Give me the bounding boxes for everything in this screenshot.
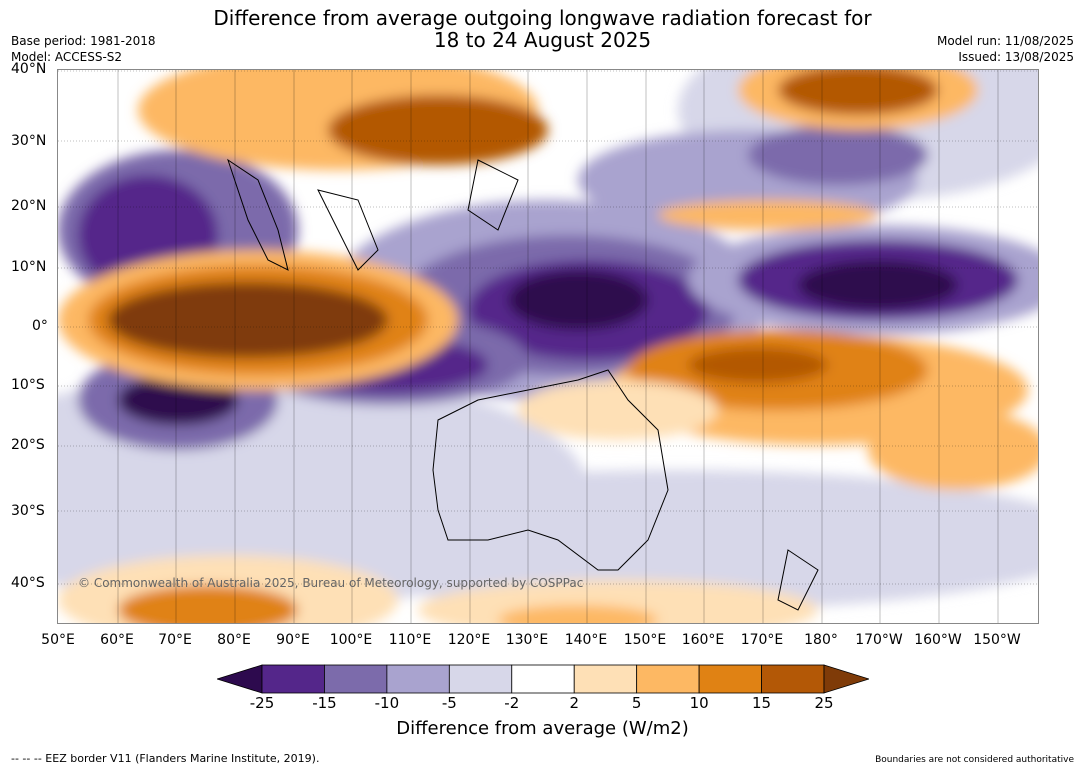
colorbar-bin xyxy=(386,664,450,694)
chart-title-line2: 18 to 24 August 2025 xyxy=(433,28,652,52)
indochina-outline xyxy=(317,189,379,271)
colorbar-tick-label: 15 xyxy=(752,694,772,712)
olr-anomaly-map: © Commonwealth of Australia 2025, Bureau… xyxy=(57,69,1039,624)
lon-label: 160°W xyxy=(914,632,962,648)
colorbar-bin xyxy=(261,664,325,694)
lon-label: 150°W xyxy=(973,632,1021,648)
lon-label: 170°E xyxy=(740,632,784,648)
lon-label: 140°E xyxy=(564,632,608,648)
lon-label: 180° xyxy=(804,632,838,648)
anomaly-field xyxy=(58,70,1038,623)
colorbar-tick-label: -25 xyxy=(249,694,275,712)
lon-label: 70°E xyxy=(158,632,192,648)
lon-label: 90°E xyxy=(276,632,310,648)
model-text: Model: ACCESS-S2 xyxy=(11,50,123,64)
lat-label: 40°S xyxy=(11,575,45,591)
base-period-text: Base period: 1981-2018 xyxy=(11,34,156,48)
lon-label: 120°E xyxy=(447,632,491,648)
model-run-text: Model run: 11/08/2025 xyxy=(936,34,1074,48)
lat-label: 10°S xyxy=(11,377,45,393)
lat-label: 20°N xyxy=(11,198,47,214)
colorbar-bin xyxy=(511,664,575,694)
colorbar xyxy=(217,664,869,694)
lon-label: 130°E xyxy=(505,632,549,648)
colorbar-tick-label: 5 xyxy=(631,694,642,712)
lat-label: 40°N xyxy=(11,61,47,77)
disclaimer-text: Boundaries are not considered authoritat… xyxy=(875,755,1074,765)
lat-label: 30°N xyxy=(11,133,47,149)
colorbar-tick-label: 2 xyxy=(569,694,579,712)
lon-label: 160°E xyxy=(681,632,725,648)
colorbar-bin xyxy=(324,664,388,694)
colorbar-tick-label: -2 xyxy=(504,694,520,712)
australia-outline xyxy=(432,369,669,571)
meridians xyxy=(117,70,999,623)
colorbar-tick-label: -15 xyxy=(312,694,337,712)
lat-label: 20°S xyxy=(11,437,45,453)
colorbar-right-arrow xyxy=(823,664,869,694)
lon-label: 50°E xyxy=(41,632,75,648)
colorbar-tick-label: 25 xyxy=(814,694,834,712)
lon-label: 80°E xyxy=(217,632,251,648)
east-asia-outline xyxy=(467,159,519,231)
colorbar-bin xyxy=(761,664,825,694)
colorbar-bin xyxy=(698,664,762,694)
lon-label: 150°E xyxy=(623,632,667,648)
meta-right: Model run: 11/08/2025 Issued: 13/08/2025 xyxy=(937,33,1074,65)
meta-left: Base period: 1981-2018 Model: ACCESS-S2 xyxy=(11,33,156,65)
copyright-text: © Commonwealth of Australia 2025, Bureau… xyxy=(78,576,584,590)
eez-legend-text: -- -- -- EEZ border V11 (Flanders Marine… xyxy=(11,752,320,765)
colorbar-left-arrow xyxy=(217,664,263,694)
lat-label: 0° xyxy=(32,318,48,334)
lon-label: 60°E xyxy=(100,632,134,648)
map-canvas xyxy=(58,70,1038,623)
colorbar-label: Difference from average (W/m2) xyxy=(396,718,689,739)
colorbar-tick-label: 10 xyxy=(689,694,709,712)
coastlines xyxy=(227,158,819,611)
chart-title-line1: Difference from average outgoing longwav… xyxy=(213,6,872,30)
lon-label: 100°E xyxy=(329,632,373,648)
lon-label: 110°E xyxy=(388,632,432,648)
lon-label: 170°W xyxy=(855,632,903,648)
colorbar-tick-label: -5 xyxy=(441,694,457,712)
colorbar-tick-label: -10 xyxy=(374,694,400,712)
lat-label: 30°S xyxy=(11,503,45,519)
new-zealand-outline xyxy=(777,549,819,611)
colorbar-bin xyxy=(448,664,513,694)
colorbar-bin xyxy=(573,664,638,694)
india-outline xyxy=(227,158,289,271)
lat-label: 10°N xyxy=(11,259,47,275)
issued-text: Issued: 13/08/2025 xyxy=(958,50,1074,64)
colorbar-bin xyxy=(636,664,700,694)
